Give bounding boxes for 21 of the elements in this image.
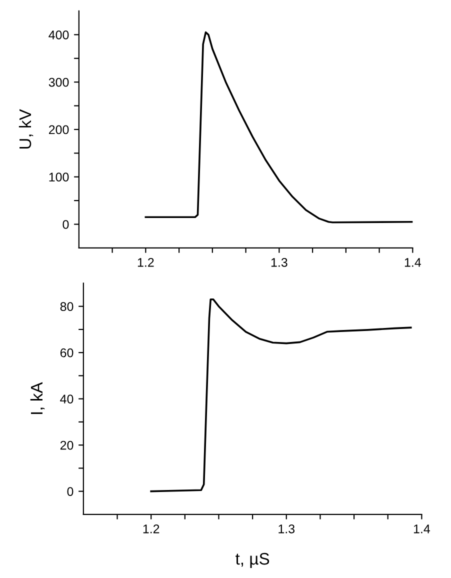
- y-tick-label: 20: [60, 440, 74, 450]
- y-tick-label: 400: [48, 30, 69, 40]
- y-tick-label: 200: [48, 125, 69, 134]
- line-series: [144, 31, 413, 224]
- x-tick-label: 1.2: [143, 524, 160, 534]
- y-tick-label: 80: [60, 302, 74, 311]
- y-axis-title: U, kV: [18, 109, 34, 149]
- y-tick-label: 60: [60, 348, 74, 358]
- x-tick-label: 1.3: [278, 524, 295, 534]
- y-tick-label: 40: [60, 394, 74, 404]
- line-series: [150, 298, 412, 492]
- x-tick-label: 1.4: [414, 524, 430, 534]
- y-tick-label: 0: [62, 220, 69, 229]
- x-tick-label: 1.4: [404, 258, 421, 267]
- y-tick-label: 100: [49, 172, 69, 182]
- y-tick-label: 0: [67, 487, 74, 496]
- y-tick-label: 300: [48, 78, 69, 87]
- x-tick-label: 1.3: [271, 258, 288, 267]
- y-axis-title: I, kA: [30, 382, 45, 414]
- x-tick-label: 1.2: [138, 258, 154, 267]
- x-axis-title: t, µS: [236, 552, 270, 568]
